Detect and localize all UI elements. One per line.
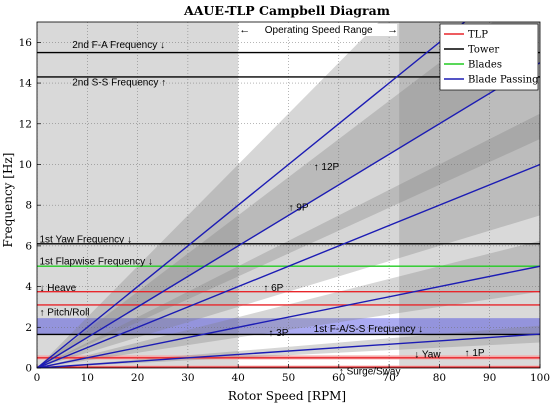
plot-area: 0 10 20 30 40 50 60 70 80 90 100 0 2 4 6 8 10 12 14 16 Opera… [19,21,550,384]
blade-passing-line-9P [37,62,540,368]
legend-label: Blades [468,60,502,71]
blade-passing-line-3P [37,265,540,368]
x-tick-label: 10 [81,372,94,384]
annotation: 2nd F-A Frequency ↓ [72,40,165,51]
frequency-band-0 [37,318,540,335]
annotation: 1st F-A/S-S Frequency ↓ [314,324,423,335]
x-tick-label: 20 [131,372,144,384]
y-tick-label: 2 [25,322,32,334]
legend-label: TLP [468,30,488,41]
y-axis-label: Frequency [Hz] [1,153,15,248]
y-tick-label: 6 [25,240,32,252]
y-tick-label: 14 [19,78,33,90]
operating-range-left-arrow: ← [239,24,250,36]
operating-range-label-bg [240,24,398,36]
x-tick-label: 90 [483,372,496,384]
annotation: ↑ Pitch/Roll [40,308,90,319]
x-tick-label: 70 [382,372,395,384]
annotation: ↑ 9P [289,203,309,214]
blade-passing-band-12P [37,22,540,368]
x-tick-label: 60 [332,372,345,384]
y-tick-label: 12 [19,118,32,130]
legend-label: Tower [468,45,499,56]
legend-label: Blade Passing [468,75,539,86]
operating-range-label: Operating Speed Range [265,25,373,36]
annotation: ↑ Surge/Sway [339,367,401,378]
y-tick-label: 10 [19,159,32,171]
x-tick-label: 40 [232,372,245,384]
annotation: ↓ Yaw [414,349,441,360]
x-tick-label: 30 [181,372,194,384]
x-axis-label: Rotor Speed [RPM] [228,389,346,403]
chart-title: AAUE-TLP Campbell Diagram [183,3,390,18]
x-tick-label: 80 [433,372,446,384]
annotation: 1st Flapwise Frequency ↓ [40,257,153,268]
x-tick-label: 50 [282,372,295,384]
y-tick-label: 4 [25,281,32,293]
annotation: ↑ 3P [268,328,288,339]
blade-passing-line-1P [37,333,540,368]
x-tick-label: 100 [530,372,550,384]
annotation: ↑ 1P [465,348,485,359]
y-tick-label: 16 [19,37,33,49]
y-tick-label: 0 [25,363,32,375]
legend: TLP Tower Blades Blade Passing [439,23,539,91]
annotation: ↑ 12P [314,162,340,173]
blade-passing-line-6P [37,163,540,368]
annotation: 2nd S-S Frequency ↑ [72,78,166,89]
annotation: ↑ 6P [263,283,283,294]
x-tick-label: 0 [34,372,41,384]
blade-passing-band-9P [37,22,540,368]
blade-passing-band-1P [37,325,540,368]
y-tick-label: 8 [25,200,32,212]
annotation: ↓ Heave [40,283,77,294]
operating-range-right-arrow: → [387,24,398,36]
annotation: 1st Yaw Frequency ↓ [40,234,132,245]
